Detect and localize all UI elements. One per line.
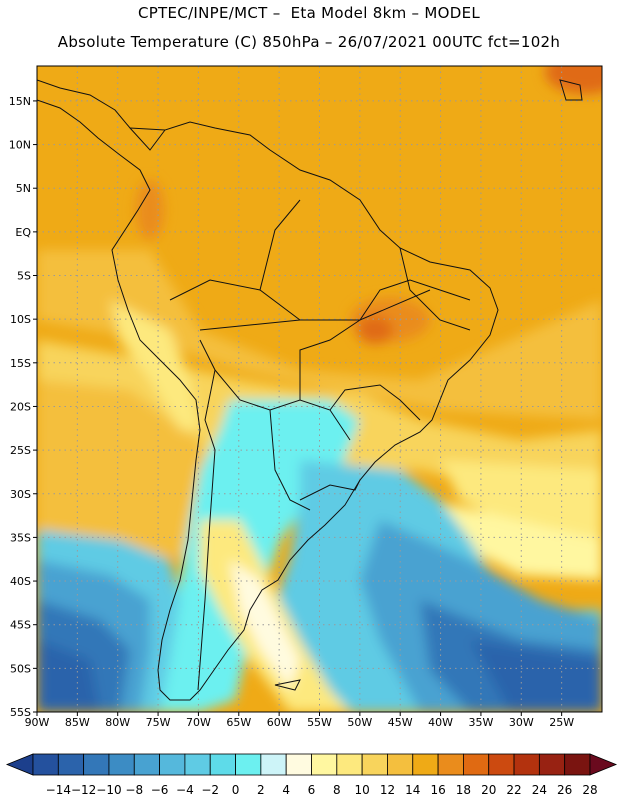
colorbar-swatch bbox=[437, 753, 464, 776]
colorbar-tick-label: 24 bbox=[532, 783, 547, 797]
colorbar-swatch bbox=[361, 753, 388, 776]
colorbar-swatch bbox=[285, 753, 312, 776]
longitude-label: 50W bbox=[347, 716, 372, 729]
colorbar-tick-label: 2 bbox=[257, 783, 265, 797]
colorbar-swatch bbox=[463, 753, 490, 776]
latitude-labels: 15N 10N 5N EQ 5S 10S 15S 20S 25S 30S 35S 40S 45S 50S 5… bbox=[9, 95, 37, 719]
colorbar-tick-label: 6 bbox=[308, 783, 316, 797]
colorbar-swatch bbox=[336, 753, 363, 776]
colorbar-tick-label: 14 bbox=[405, 783, 420, 797]
colorbar-low-arrow bbox=[5, 753, 34, 776]
latitude-label: 5S bbox=[17, 270, 31, 283]
latitude-label: 20S bbox=[10, 400, 31, 413]
colorbar-tick-label: −2 bbox=[201, 783, 219, 797]
colorbar-tick-label: 28 bbox=[582, 783, 597, 797]
longitude-label: 60W bbox=[267, 716, 292, 729]
colorbar-swatch bbox=[513, 753, 540, 776]
latitude-label: 15N bbox=[9, 95, 31, 108]
latitude-label: 35S bbox=[10, 531, 31, 544]
colorbar-tick-label: 26 bbox=[557, 783, 572, 797]
latitude-label: 10N bbox=[9, 139, 31, 152]
map-title-line-2: Absolute Temperature (C) 850hPa – 26/07/… bbox=[57, 33, 561, 51]
colorbar-tick-label: 0 bbox=[232, 783, 240, 797]
temperature-field bbox=[37, 66, 602, 712]
latitude-label: 25S bbox=[10, 444, 31, 457]
latitude-label: 50S bbox=[10, 662, 31, 675]
colorbar-tick-label: 18 bbox=[456, 783, 471, 797]
longitude-label: 55W bbox=[307, 716, 332, 729]
colorbar-high-arrow bbox=[589, 753, 618, 776]
colorbar-swatch bbox=[311, 753, 338, 776]
colorbar-tick-label: −10 bbox=[96, 783, 121, 797]
colorbar-swatch bbox=[538, 753, 566, 776]
map-title-line-1: CPTEC/INPE/MCT – Eta Model 8km – MODEL bbox=[137, 4, 481, 22]
coastlines bbox=[37, 79, 583, 701]
colorbar-swatch bbox=[57, 753, 85, 776]
latitude-label: 55S bbox=[10, 706, 31, 719]
colorbar-tick-label: 8 bbox=[333, 783, 341, 797]
longitude-label: 30W bbox=[509, 716, 534, 729]
colorbar-swatch bbox=[32, 753, 59, 776]
colorbar-swatch bbox=[209, 753, 236, 776]
longitude-label: 75W bbox=[146, 716, 171, 729]
colorbar-swatch bbox=[387, 753, 414, 776]
latitude-label: 5N bbox=[16, 182, 31, 195]
longitude-label: 90W bbox=[25, 716, 50, 729]
colorbar-swatch bbox=[133, 753, 160, 776]
colorbar-tick-labels: −14 −12 −10 −8 −6 −4 −2 0 2 4 6 8 10 12 14 16 18 20 22 24 26… bbox=[46, 783, 598, 797]
longitude-label: 45W bbox=[388, 716, 413, 729]
longitude-labels: 90W 85W 80W 75W 70W 65W 60W 55W 50W 45W 40W 35W 30W 2… bbox=[25, 712, 574, 729]
longitude-label: 85W bbox=[65, 716, 90, 729]
latitude-label: 30S bbox=[10, 488, 31, 501]
colorbar-swatch bbox=[108, 753, 135, 776]
colorbar-tick-label: 20 bbox=[481, 783, 496, 797]
colorbar-tick-label: −6 bbox=[151, 783, 169, 797]
colorbar-tick-label: −14 bbox=[46, 783, 71, 797]
colorbar-tick-label: 22 bbox=[506, 783, 521, 797]
colorbar-swatch bbox=[564, 753, 591, 776]
colorbar-swatch bbox=[260, 753, 287, 776]
colorbar-tick-label: −8 bbox=[125, 783, 143, 797]
temperature-colorbar bbox=[5, 753, 618, 776]
longitude-label: 40W bbox=[428, 716, 453, 729]
colorbar-swatch bbox=[184, 753, 211, 776]
longitude-label: 65W bbox=[226, 716, 251, 729]
colorbar-tick-label: 12 bbox=[380, 783, 395, 797]
colorbar-swatch bbox=[488, 753, 515, 776]
longitude-label: 70W bbox=[186, 716, 211, 729]
latitude-label: 10S bbox=[10, 313, 31, 326]
colorbar-tick-label: 4 bbox=[282, 783, 290, 797]
colorbar-tick-label: 16 bbox=[430, 783, 445, 797]
colorbar-tick-label: −12 bbox=[71, 783, 96, 797]
colorbar-swatch bbox=[83, 753, 110, 776]
latitude-label: EQ bbox=[15, 226, 31, 239]
colorbar-swatch bbox=[235, 753, 262, 776]
colorbar-swatch bbox=[159, 753, 186, 776]
latitude-label: 40S bbox=[10, 575, 31, 588]
latitude-label: 15S bbox=[10, 357, 31, 370]
longitude-label: 35W bbox=[468, 716, 493, 729]
longitude-label: 80W bbox=[105, 716, 130, 729]
latitude-label: 45S bbox=[10, 619, 31, 632]
colorbar-swatch bbox=[412, 753, 439, 776]
colorbar-tick-label: 10 bbox=[354, 783, 369, 797]
colorbar-tick-label: −4 bbox=[176, 783, 194, 797]
longitude-label: 25W bbox=[549, 716, 574, 729]
